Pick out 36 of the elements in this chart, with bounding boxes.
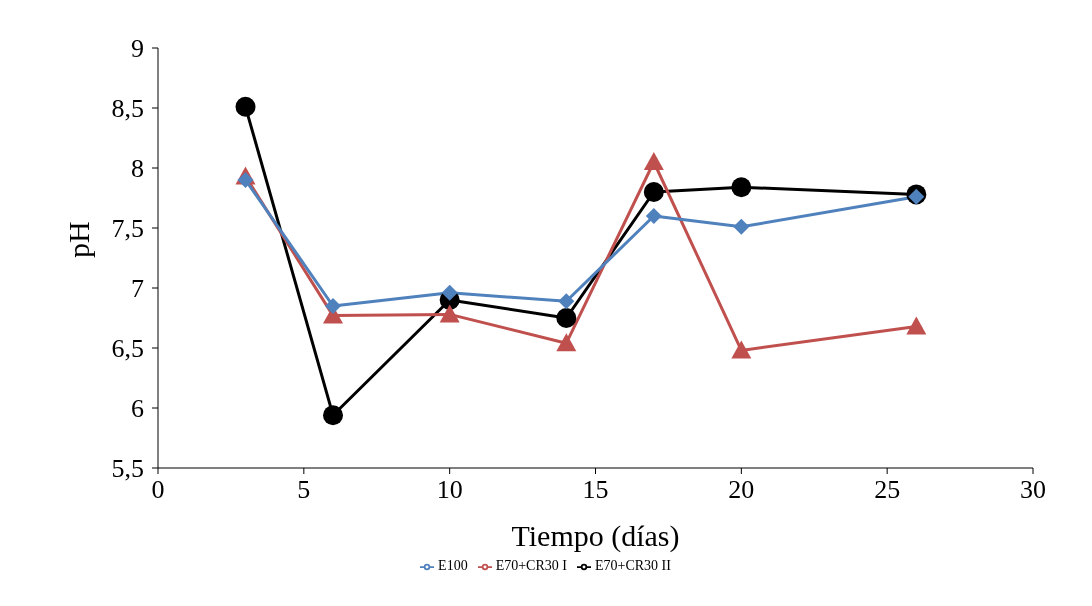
y-tick-label: 6,5 [111, 334, 144, 364]
point [237, 172, 254, 188]
point [556, 308, 577, 328]
point [906, 316, 927, 335]
point [558, 293, 575, 310]
point [731, 177, 752, 198]
point [325, 298, 341, 314]
x-axis-title: Tiempo (días) [511, 519, 680, 553]
point [235, 96, 256, 117]
point [643, 182, 664, 202]
legend-label: E70+CR30 II [594, 558, 671, 573]
x-tick-label: 10 [436, 475, 463, 504]
x-tick-label: 30 [1020, 475, 1046, 504]
x-tick-label: 25 [874, 475, 901, 504]
y-tick-label: 8 [131, 154, 144, 184]
y-tick-label: 9 [131, 34, 144, 64]
y-tick-label: 6 [131, 394, 144, 424]
y-tick-label: 7,5 [111, 214, 144, 244]
x-tick-label: 20 [728, 475, 755, 504]
y-tick-label: 8,5 [111, 94, 144, 124]
point [439, 304, 460, 323]
x-tick-label: 0 [151, 475, 165, 504]
y-tick-label: 7 [131, 274, 144, 304]
point [323, 405, 343, 426]
x-tick-label: 5 [297, 475, 311, 504]
point [556, 333, 577, 352]
point [733, 218, 750, 235]
legend-label: E70+CR30 I [495, 558, 567, 573]
y-tick-label: 5,5 [111, 454, 144, 484]
point [643, 152, 664, 170]
legend-label: E100 [438, 558, 468, 573]
point [731, 340, 752, 359]
x-tick-label: 15 [582, 475, 609, 504]
point [441, 284, 458, 301]
point [645, 208, 662, 224]
y-axis-title: pH [61, 221, 95, 258]
